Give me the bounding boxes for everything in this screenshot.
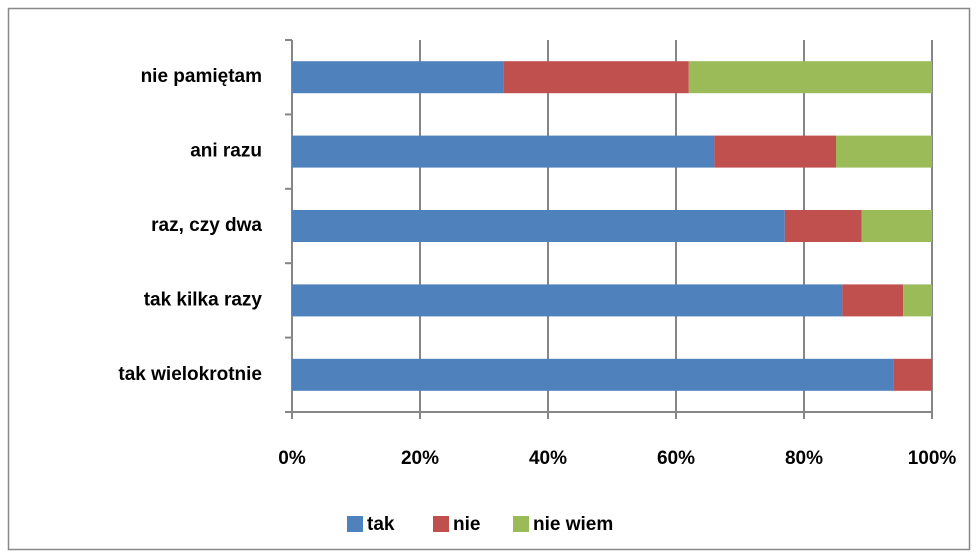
x-tick-label: 40% xyxy=(529,448,567,469)
legend-swatch xyxy=(513,516,529,532)
bar-segment xyxy=(836,135,932,168)
legend-label: nie wiem xyxy=(533,514,613,535)
y-tick-label: ani razu xyxy=(190,141,262,162)
legend-swatch xyxy=(347,516,363,532)
bar-segment xyxy=(292,284,843,317)
bar-segment xyxy=(784,210,862,242)
y-tick-label: nie pamiętam xyxy=(141,66,262,87)
legend-swatch xyxy=(433,516,449,532)
x-tick-label: 20% xyxy=(401,448,439,469)
bar-segment xyxy=(292,135,715,168)
bar-segment xyxy=(688,61,932,94)
y-tick-label: raz, czy dwa xyxy=(151,215,262,236)
y-tick-label: tak wielokrotnie xyxy=(118,364,262,385)
chart-frame xyxy=(7,7,971,551)
x-tick-label: 60% xyxy=(657,448,695,469)
legend-label: tak xyxy=(367,514,395,535)
bar-segment xyxy=(893,358,932,391)
bar-segment xyxy=(503,61,689,94)
x-tick-label: 80% xyxy=(785,448,823,469)
bar-segment xyxy=(842,284,904,317)
bar-segment xyxy=(903,284,932,317)
legend-label: nie xyxy=(453,514,480,535)
bar-segment xyxy=(714,135,836,168)
x-tick-label: 100% xyxy=(908,448,957,469)
bar-segment xyxy=(292,61,504,94)
bar-segment xyxy=(861,210,932,242)
bar-segment xyxy=(292,358,894,391)
y-tick-label: tak kilka razy xyxy=(144,289,263,310)
bar-segment xyxy=(292,210,785,242)
x-tick-label: 0% xyxy=(278,448,306,469)
